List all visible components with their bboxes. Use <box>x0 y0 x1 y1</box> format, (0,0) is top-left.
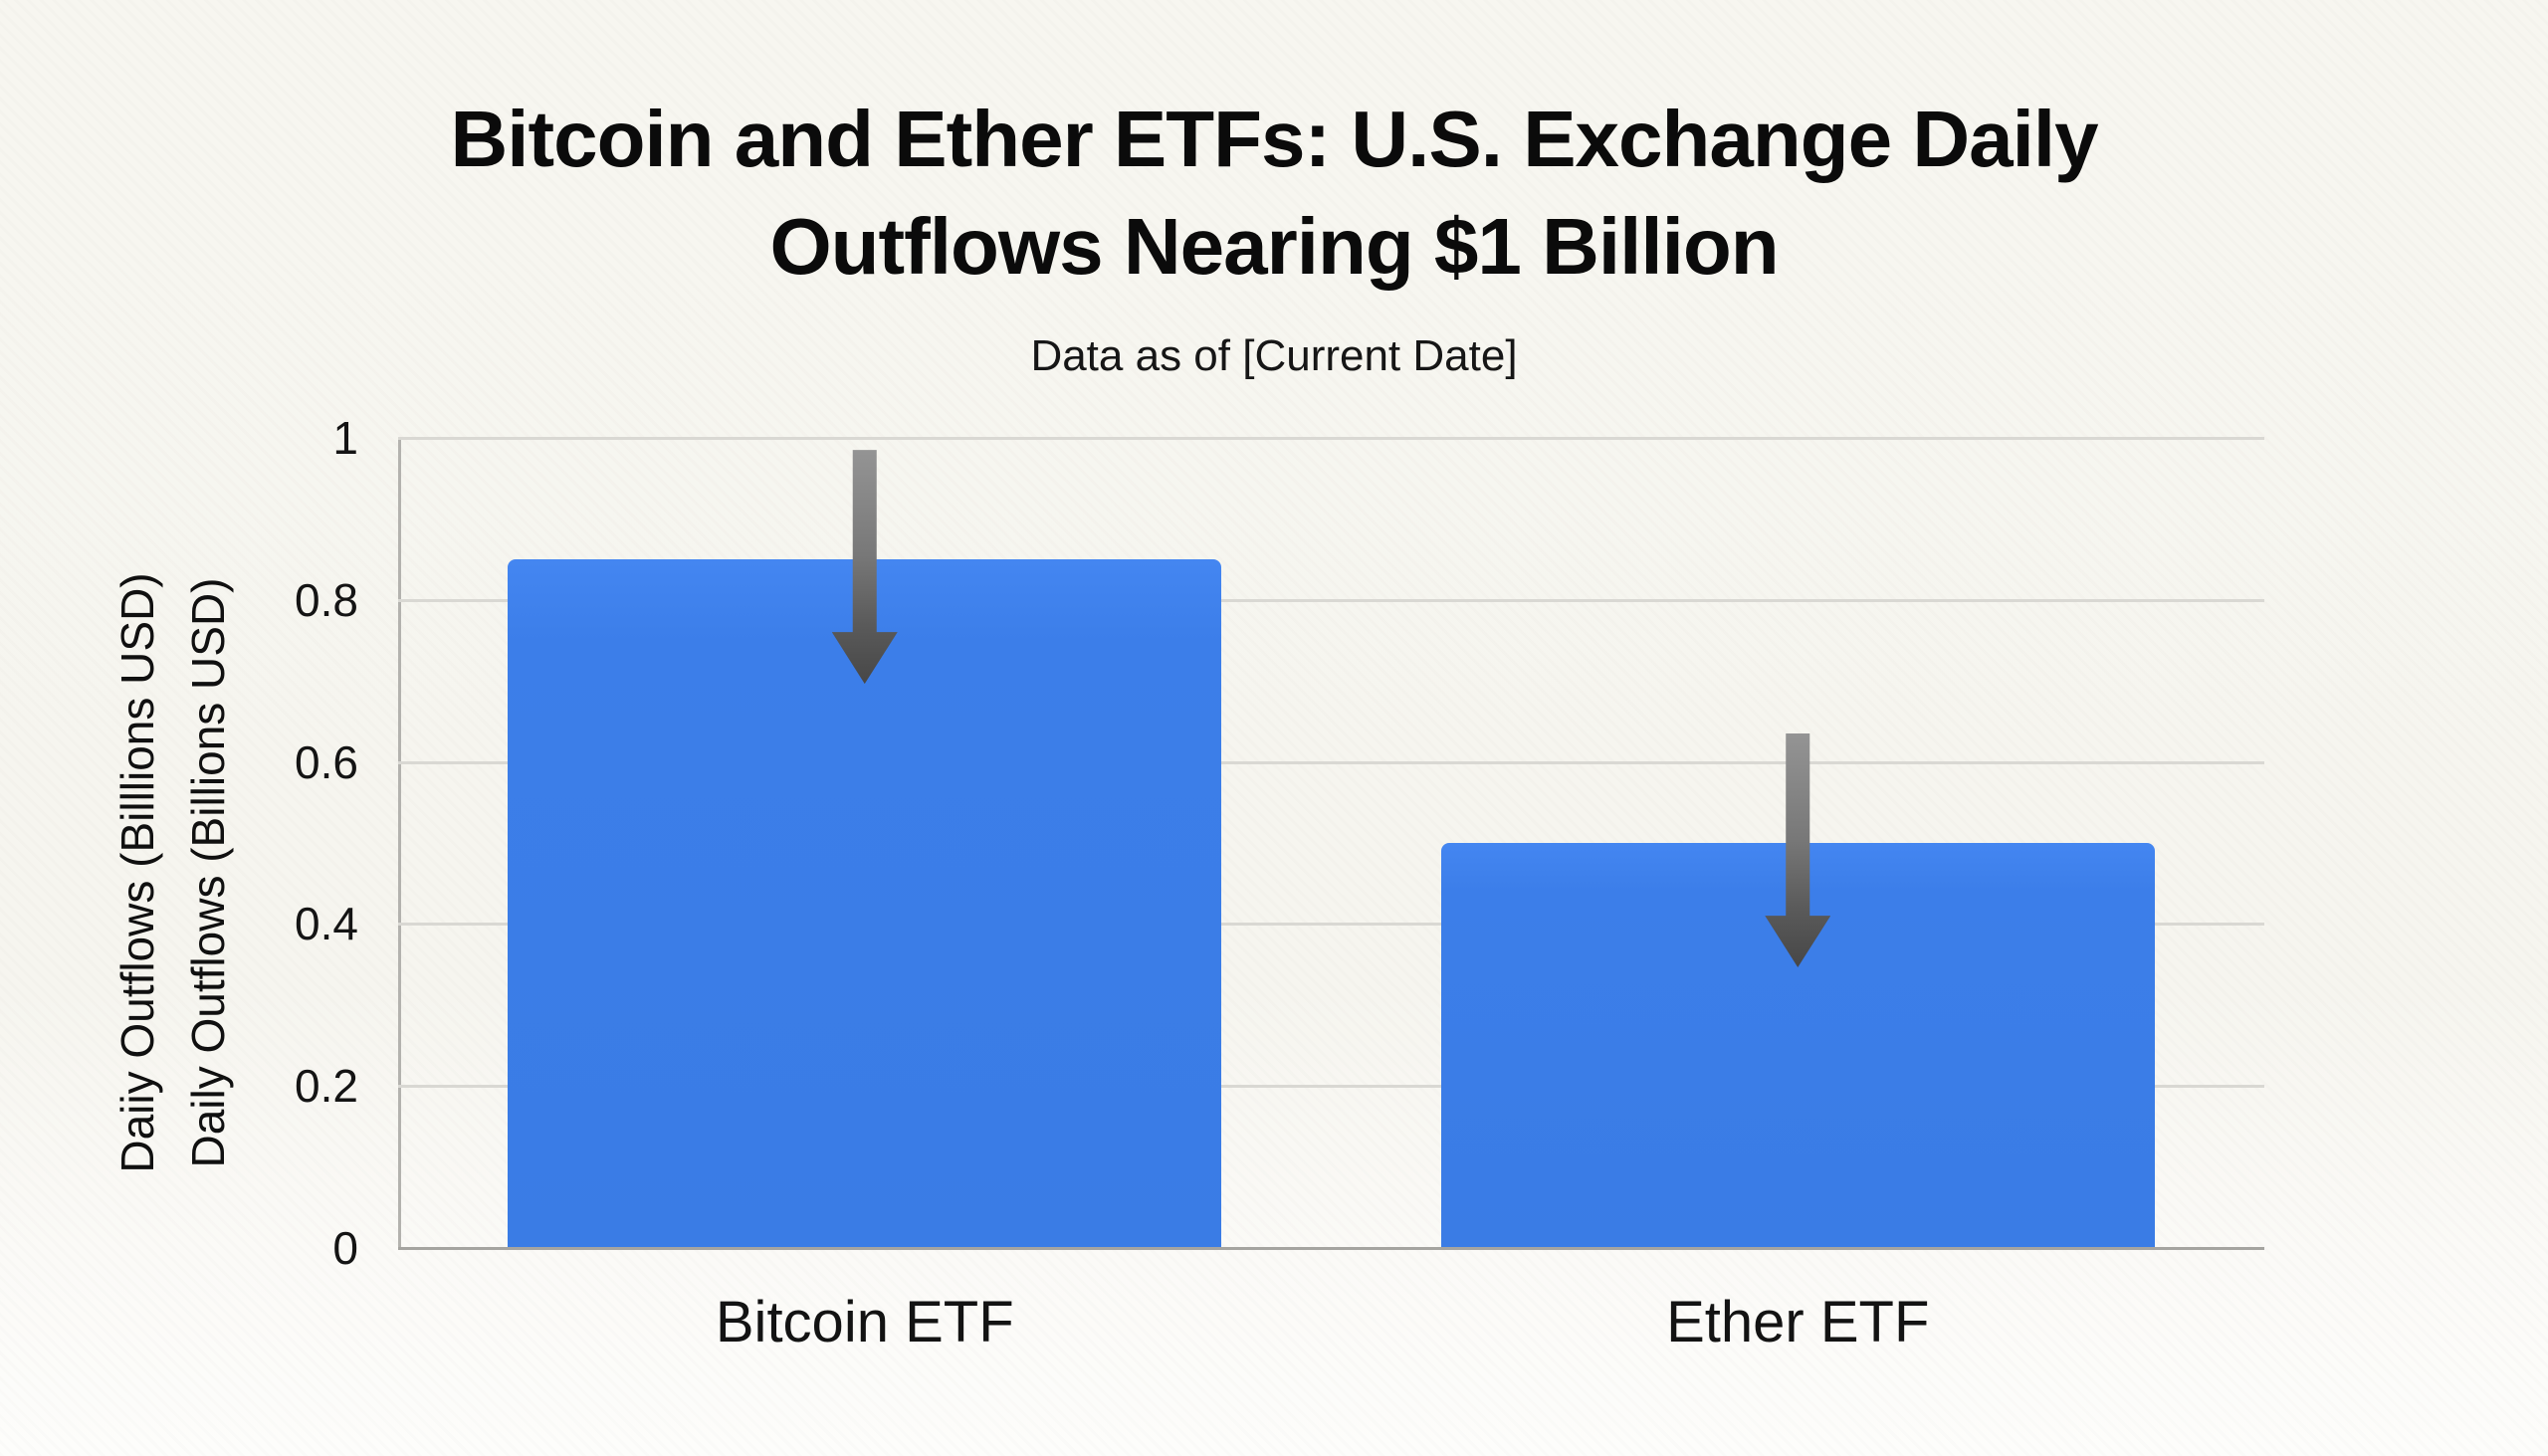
x-category-label-bitcoin-etf: Bitcoin ETF <box>715 1290 1014 1354</box>
gridline-0.4 <box>398 923 2264 927</box>
chart-subtitle: Data as of [Current Date] <box>1030 331 1518 380</box>
y-axis-line <box>398 438 401 1248</box>
chart-title-line-2: Outflows Nearing $1 Billion <box>769 202 1779 291</box>
chart-title-line-1: Bitcoin and Ether ETFs: U.S. Exchange Da… <box>450 95 2098 183</box>
y-tick-label-0.6: 0.6 <box>295 735 358 788</box>
gridline-0.6 <box>398 760 2264 764</box>
x-category-label-ether-etf: Ether ETF <box>1666 1290 1930 1354</box>
y-tick-label-0.2: 0.2 <box>295 1060 358 1113</box>
gridline-0.8 <box>398 598 2264 602</box>
gridline-0.2 <box>398 1085 2264 1089</box>
plot-area <box>398 437 2264 1248</box>
y-tick-label-0.4: 0.4 <box>295 898 358 950</box>
y-tick-label-0: 0 <box>332 1222 358 1274</box>
y-tick-label-0.8: 0.8 <box>295 573 358 626</box>
y-tick-label-1: 1 <box>332 412 358 464</box>
x-axis-baseline <box>398 1247 2264 1250</box>
gridline-1 <box>398 437 2264 440</box>
